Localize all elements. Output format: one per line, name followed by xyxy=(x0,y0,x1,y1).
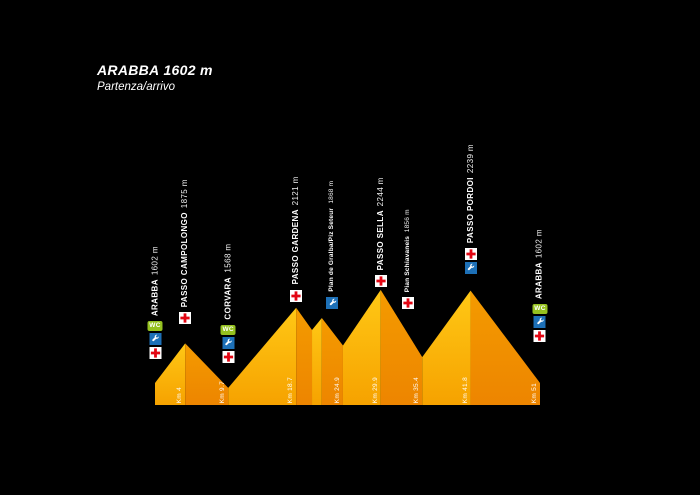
station-label: ARABBA1602 m xyxy=(150,245,159,316)
page-title: ARABBA 1602 m Partenza/arrivo xyxy=(97,62,213,93)
station-passo-campolongo: PASSO CAMPOLONGO1875 m xyxy=(179,179,192,325)
start-point-altitude: 1602 m xyxy=(163,62,213,78)
wc-icon: WC xyxy=(220,324,236,335)
station-plan-de-gralba: Plan de Gralba/Piz Seteur1868 m xyxy=(326,181,339,310)
km-label: Km 51 xyxy=(530,382,538,403)
station-corvara: CORVARA1568 m WC xyxy=(220,244,236,364)
start-finish-subtitle: Partenza/arrivo xyxy=(97,81,175,93)
service-wrench-icon xyxy=(464,261,477,274)
km-label: Km 41.8 xyxy=(461,376,469,403)
km-label: Km 4 xyxy=(176,386,184,403)
station-arabba-start: ARABBA1602 m WC xyxy=(147,245,163,360)
station-icons xyxy=(464,247,477,275)
medical-cross-icon xyxy=(149,346,161,359)
wc-icon: WC xyxy=(147,320,163,331)
station-icons: WC xyxy=(532,303,548,343)
station-icons xyxy=(326,296,339,310)
km-label: Km 18.7 xyxy=(287,376,295,403)
service-wrench-icon xyxy=(149,332,161,345)
medical-cross-icon xyxy=(179,312,192,325)
profile-segment xyxy=(470,290,540,405)
station-label: ARABBA1602 m xyxy=(534,228,544,299)
station-pian-schiavaneis: Pian Schiavaneis1856 m xyxy=(401,208,414,310)
station-arabba-finish: ARABBA1602 m WC xyxy=(532,228,548,343)
station-icons xyxy=(401,296,414,310)
station-icons: WC xyxy=(147,320,163,360)
medical-cross-icon xyxy=(401,296,414,309)
km-label: Km 24.9 xyxy=(333,376,341,403)
start-point-title: ARABBA 1602 m xyxy=(97,62,213,78)
station-label: PASSO CAMPOLONGO1875 m xyxy=(180,179,190,308)
medical-cross-icon xyxy=(464,247,477,260)
station-label: Pian Schiavaneis1856 m xyxy=(403,208,411,292)
profile-segment xyxy=(185,343,229,405)
medical-cross-icon xyxy=(374,274,387,287)
station-icons xyxy=(290,289,303,303)
profile-segment xyxy=(321,318,343,405)
km-label: Km 35.4 xyxy=(413,376,421,403)
profile-segment xyxy=(422,290,471,405)
medical-cross-icon xyxy=(290,289,303,302)
service-wrench-icon xyxy=(533,315,546,328)
station-passo-gardena: PASSO GARDENA2121 m xyxy=(290,176,303,303)
station-icons xyxy=(374,274,387,288)
start-point-name: ARABBA xyxy=(97,62,160,78)
km-label: Km 9.7 xyxy=(219,380,227,403)
profile-segment xyxy=(155,343,186,405)
profile-segment xyxy=(228,307,297,405)
station-icons: WC xyxy=(220,324,236,364)
station-passo-sella: PASSO SELLA2244 m xyxy=(374,176,387,288)
profile-segment xyxy=(296,307,313,405)
profile-segment xyxy=(342,289,381,405)
medical-cross-icon xyxy=(533,329,546,342)
service-wrench-icon xyxy=(326,296,339,309)
service-wrench-icon xyxy=(222,336,235,349)
station-icons xyxy=(179,311,192,325)
km-label: Km 29.9 xyxy=(371,376,379,403)
profile-segment xyxy=(312,318,322,405)
station-label: Plan de Gralba/Piz Seteur1868 m xyxy=(328,181,336,292)
station-label: PASSO PORDOI2239 m xyxy=(465,143,475,243)
wc-icon: WC xyxy=(532,303,548,314)
station-passo-pordoi: PASSO PORDOI2239 m xyxy=(464,143,477,275)
medical-cross-icon xyxy=(222,350,235,363)
station-label: PASSO GARDENA2121 m xyxy=(291,176,301,285)
station-label: PASSO SELLA2244 m xyxy=(375,176,385,270)
station-label: CORVARA1568 m xyxy=(223,244,233,320)
profile-segment xyxy=(380,289,423,405)
